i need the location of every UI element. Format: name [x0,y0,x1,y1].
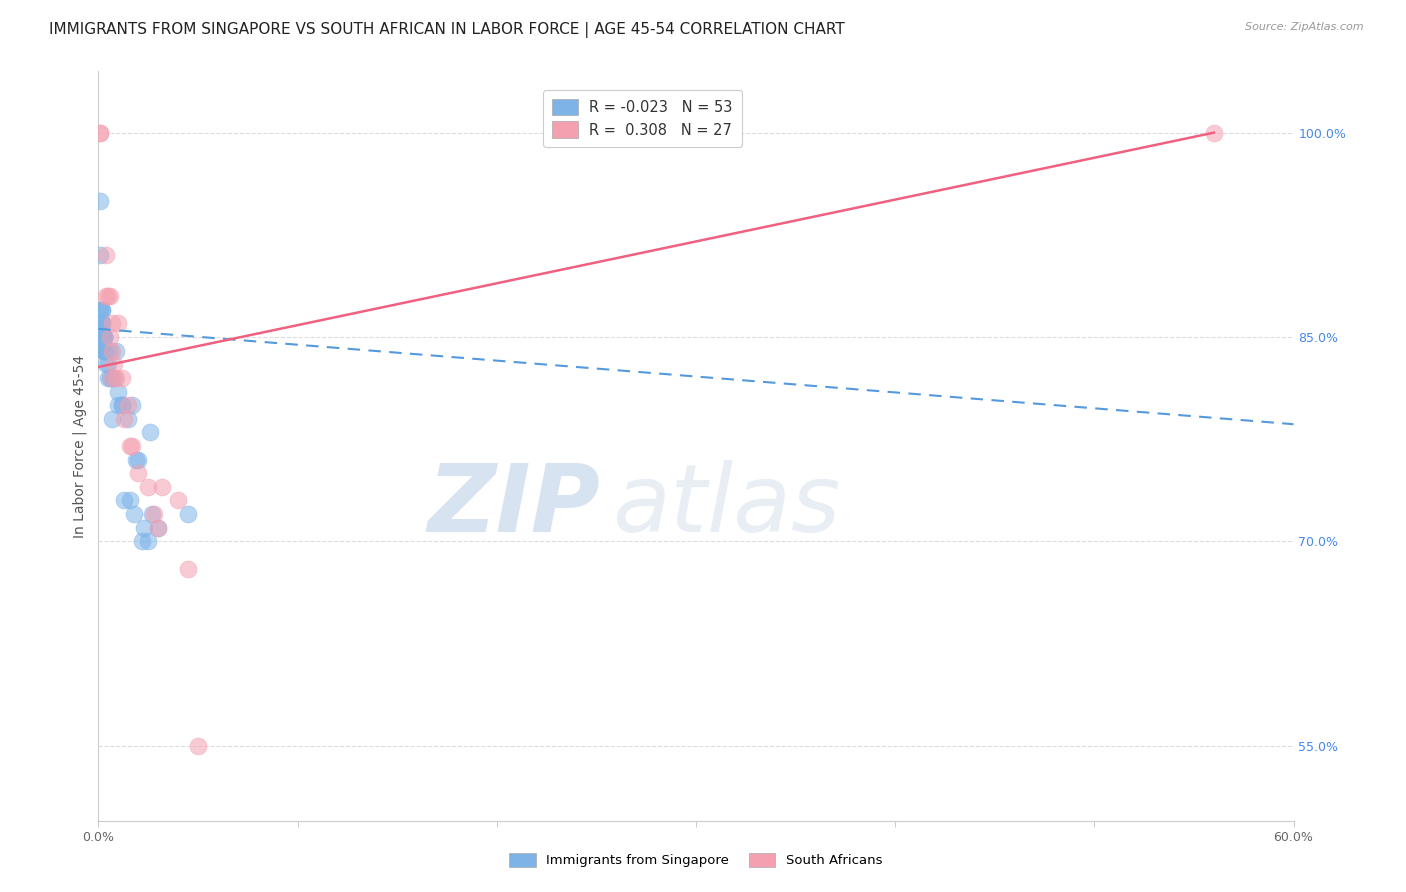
Point [112,493,135,508]
Point [131,534,153,549]
Point [98,371,122,385]
Point [89,302,111,317]
Point [103,357,125,371]
Point [89,126,111,140]
Point [91,317,114,331]
Point [89,126,111,140]
Text: atlas: atlas [613,460,841,551]
Point [97,357,120,371]
Point [1202,126,1225,140]
Point [96,248,118,262]
Point [177,507,200,521]
Point [93,330,115,344]
Point [136,480,159,494]
Point [124,507,146,521]
Point [167,493,190,508]
Point [121,398,143,412]
Point [97,371,120,385]
Point [111,371,134,385]
Point [141,507,163,521]
Point [91,330,114,344]
Point [98,289,122,303]
Point [93,330,115,344]
Point [103,371,125,385]
Point [93,343,115,358]
Point [105,343,128,358]
Point [117,411,139,425]
Text: ZIP: ZIP [427,460,600,552]
Point [150,480,173,494]
Point [127,452,149,467]
Point [112,411,135,425]
Point [89,248,111,262]
Point [139,425,162,440]
Point [134,521,156,535]
Point [96,357,118,371]
Point [105,371,128,385]
Point [93,343,115,358]
Y-axis label: In Labor Force | Age 45-54: In Labor Force | Age 45-54 [73,354,87,538]
Point [101,371,124,385]
Point [96,343,118,358]
Point [91,330,114,344]
Point [93,343,115,358]
Point [93,330,115,344]
Text: IMMIGRANTS FROM SINGAPORE VS SOUTH AFRICAN IN LABOR FORCE | AGE 45-54 CORRELATIO: IMMIGRANTS FROM SINGAPORE VS SOUTH AFRIC… [49,22,845,38]
Point [117,398,139,412]
Point [111,398,134,412]
Point [101,317,124,331]
Text: Source: ZipAtlas.com: Source: ZipAtlas.com [1246,22,1364,32]
Point [107,317,129,331]
Point [107,384,129,399]
Point [101,411,124,425]
Point [127,467,149,481]
Point [111,398,134,412]
Point [93,330,115,344]
Point [93,330,115,344]
Point [91,317,114,331]
Point [120,493,142,508]
Point [120,439,142,453]
Point [89,302,111,317]
Point [96,289,118,303]
Point [101,343,124,358]
Point [187,739,209,753]
Point [101,371,124,385]
Point [93,343,115,358]
Point [121,439,143,453]
Point [97,289,120,303]
Point [177,561,200,575]
Point [136,534,159,549]
Point [107,398,129,412]
Point [91,317,114,331]
Point [91,302,114,317]
Point [148,521,170,535]
Point [91,330,114,344]
Point [125,452,148,467]
Point [143,507,166,521]
Point [98,330,122,344]
Point [89,317,111,331]
Point [91,302,114,317]
Point [98,343,122,358]
Point [89,194,111,208]
Point [91,317,114,331]
Legend: Immigrants from Singapore, South Africans: Immigrants from Singapore, South African… [503,847,889,874]
Point [148,521,170,535]
Point [93,330,115,344]
Point [91,330,114,344]
